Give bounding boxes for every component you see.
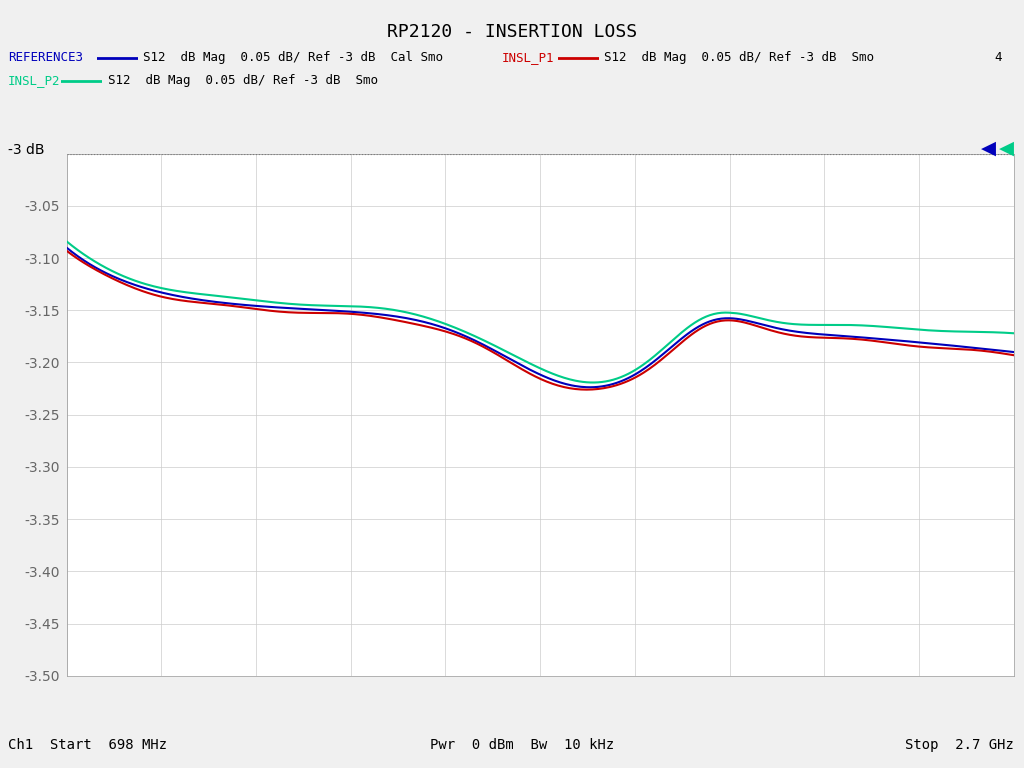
Text: -3 dB: -3 dB bbox=[8, 143, 45, 157]
Text: ◀: ◀ bbox=[999, 139, 1014, 157]
Text: Ch1  Start  698 MHz: Ch1 Start 698 MHz bbox=[8, 738, 167, 752]
Text: Stop  2.7 GHz: Stop 2.7 GHz bbox=[905, 738, 1014, 752]
Text: S12  dB Mag  0.05 dB/ Ref -3 dB  Smo: S12 dB Mag 0.05 dB/ Ref -3 dB Smo bbox=[604, 51, 874, 64]
Text: S12  dB Mag  0.05 dB/ Ref -3 dB  Smo: S12 dB Mag 0.05 dB/ Ref -3 dB Smo bbox=[108, 74, 378, 87]
Text: REFERENCE3: REFERENCE3 bbox=[8, 51, 83, 64]
Text: RP2120 - INSERTION LOSS: RP2120 - INSERTION LOSS bbox=[387, 23, 637, 41]
Text: ◀: ◀ bbox=[981, 139, 995, 157]
Text: S12  dB Mag  0.05 dB/ Ref -3 dB  Cal Smo: S12 dB Mag 0.05 dB/ Ref -3 dB Cal Smo bbox=[143, 51, 443, 64]
Text: INSL_P2: INSL_P2 bbox=[8, 74, 60, 87]
Text: Pwr  0 dBm  Bw  10 kHz: Pwr 0 dBm Bw 10 kHz bbox=[430, 738, 614, 752]
Text: INSL_P1: INSL_P1 bbox=[502, 51, 554, 64]
Text: 4: 4 bbox=[994, 51, 1001, 64]
